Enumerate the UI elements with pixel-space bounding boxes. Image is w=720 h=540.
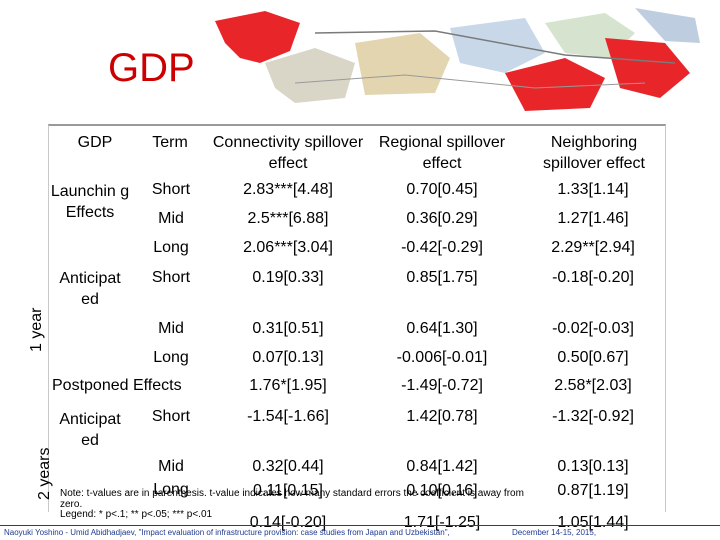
connectivity-value: 1.76*[1.95]	[249, 377, 327, 394]
regional-value: 1.42[0.78]	[406, 408, 478, 425]
significance-legend: Legend: * p<.1; ** p<.05; *** p<.01	[60, 509, 213, 520]
regional-value: 0.70[0.45]	[406, 181, 478, 198]
footer-citation: Naoyuki Yoshino - Umid Abidhadjaev, "Imp…	[4, 528, 450, 537]
header-neighboring: Neighboring spillover effect	[543, 134, 645, 172]
results-table-frame	[48, 124, 666, 512]
connectivity-value: 0.14[-0.20]	[249, 514, 327, 531]
connectivity-value: -1.54[-1.66]	[247, 408, 329, 425]
header-connectivity: Connectivity spillover effect	[212, 134, 364, 172]
neighboring-value: -0.18[-0.20]	[552, 269, 634, 286]
neighboring-value: 1.27[1.46]	[557, 210, 629, 227]
side-label-1-year: 1 year	[28, 307, 45, 352]
term-cell: Mid	[158, 458, 184, 475]
regional-value: 0.64[1.30]	[406, 320, 478, 337]
connectivity-value: 0.19[0.33]	[252, 269, 324, 286]
regional-value: 1.71[-1.25]	[403, 514, 481, 531]
connectivity-value: 0.31[0.51]	[252, 320, 324, 337]
group-launching: Launchin g Effects	[50, 183, 130, 221]
regional-value: 0.36[0.29]	[406, 210, 478, 227]
connectivity-value: 0.11[0.15]	[253, 482, 323, 499]
side-label-2-years: 2 years	[36, 447, 53, 500]
neighboring-value: 0.13[0.13]	[557, 458, 629, 475]
neighboring-value: -1.32[-0.92]	[552, 408, 634, 425]
connectivity-value: 2.06***[3.04]	[243, 239, 333, 256]
connectivity-value: 0.32[0.44]	[252, 458, 324, 475]
uzbekistan-map	[205, 3, 705, 123]
footer-divider	[0, 525, 720, 526]
neighboring-value: 0.87[1.19]	[557, 482, 629, 499]
neighboring-value: 1.05[1.44]	[557, 514, 629, 531]
regional-value: -0.006[-0.01]	[396, 349, 488, 366]
regional-value: -0.42[-0.29]	[401, 239, 483, 256]
term-cell: Mid	[158, 320, 184, 337]
term-cell: Long	[153, 239, 189, 256]
header-gdp: GDP	[77, 134, 113, 151]
regional-value: 0.85[1.75]	[406, 269, 478, 286]
table-note-zero: zero.	[60, 499, 83, 510]
neighboring-value: -0.02[-0.03]	[552, 320, 634, 337]
footer-date: December 14-15, 2015,	[512, 528, 597, 537]
regional-value: 0.84[1.42]	[406, 458, 478, 475]
table-note: Note: t-values are in parenthesis. t-val…	[60, 488, 524, 499]
connectivity-value: 2.5***[6.88]	[247, 210, 329, 227]
term-cell: Mid	[158, 210, 184, 227]
term-cell: Long	[153, 349, 189, 366]
neighboring-value: 2.58*[2.03]	[554, 377, 632, 394]
term-cell: Short	[151, 269, 191, 286]
neighboring-value: 2.29**[2.94]	[551, 239, 635, 256]
term-cell: Short	[151, 408, 191, 425]
term-cell: Short	[151, 181, 191, 198]
neighboring-value: 0.50[0.67]	[557, 349, 629, 366]
slide-title: GDP	[108, 46, 195, 90]
header-term: Term	[152, 134, 188, 151]
group-anticipated-1: Anticipat ed	[59, 270, 121, 308]
regional-value: 0.10[0.16]	[406, 482, 478, 499]
term-cell: Long	[153, 481, 189, 498]
connectivity-value: 2.83***[4.48]	[243, 181, 333, 198]
connectivity-value: 0.07[0.13]	[252, 349, 324, 366]
neighboring-value: 1.33[1.14]	[557, 181, 629, 198]
group-anticipated-2: Anticipat ed	[59, 411, 121, 449]
header-regional: Regional spillover effect	[378, 134, 506, 172]
group-postponed: Postponed Effects	[52, 377, 182, 394]
regional-value: -1.49[-0.72]	[401, 377, 483, 394]
